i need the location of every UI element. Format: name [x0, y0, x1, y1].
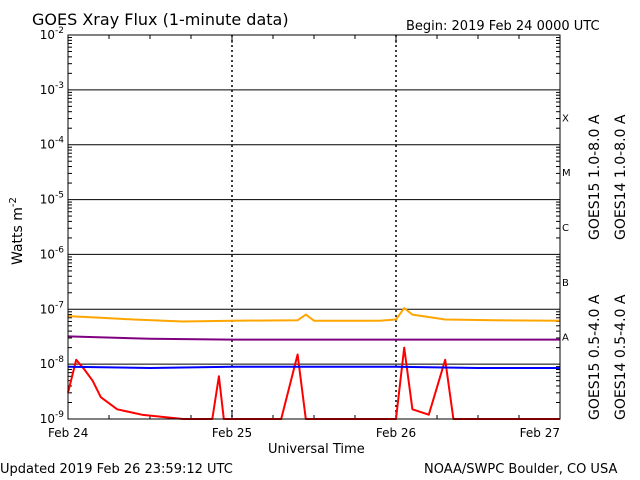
x-tick-label: Feb 27	[520, 426, 560, 440]
updated-text: Updated 2019 Feb 26 23:59:12 UTC	[0, 462, 233, 477]
legend-entry: GOES15 1.0-8.0 A	[587, 114, 603, 240]
y-axis-label-exponent: -2	[8, 197, 19, 207]
y-tick-base: 10	[40, 138, 55, 152]
legend-entry: GOES15 0.5-4.0 A	[587, 294, 603, 420]
flare-class-label: B	[562, 278, 569, 289]
y-tick-labels: 10-910-810-710-610-510-410-310-2	[40, 26, 65, 426]
flare-class-label: X	[562, 113, 569, 124]
legend: GOES15 1.0-8.0 A GOES14 1.0-8.0 A GOES15 0…	[587, 114, 629, 420]
grid-layer	[67, 35, 561, 419]
y-tick-exponent: -7	[55, 300, 64, 310]
series-line-1	[67, 307, 561, 323]
plot-frame	[67, 34, 561, 420]
y-tick-label: 10-3	[40, 81, 64, 97]
y-tick-base: 10	[40, 193, 55, 207]
flare-class-label: M	[562, 168, 571, 179]
series-layer	[67, 307, 561, 420]
x-tick-label: Feb 25	[212, 426, 252, 440]
y-tick-base: 10	[40, 302, 55, 316]
y-tick-label: 10-2	[40, 26, 64, 42]
y-tick-label: 10-6	[40, 245, 65, 261]
flare-class-label: C	[562, 223, 569, 234]
begin-label: Begin: 2019 Feb 24 0000 UTC	[406, 19, 600, 34]
y-tick-label: 10-7	[40, 300, 64, 316]
x-tick-labels: Feb 24 Feb 25 Feb 26 Feb 27	[48, 426, 560, 440]
y-tick-base: 10	[40, 28, 55, 42]
y-tick-exponent: -4	[55, 136, 64, 146]
y-tick-exponent: -3	[55, 81, 64, 91]
y-tick-base: 10	[40, 83, 55, 97]
x-tick-label: Feb 26	[376, 426, 416, 440]
y-axis-label-text: Watts m-2	[8, 197, 26, 265]
legend-entry: GOES14 0.5-4.0 A	[613, 294, 629, 420]
y-tick-base: 10	[40, 247, 55, 261]
y-tick-exponent: -8	[55, 355, 64, 365]
series-line-3	[67, 335, 560, 341]
series-line-0	[67, 346, 560, 420]
y-axis-label-main: Watts m	[10, 207, 26, 265]
x-tick-label: Feb 24	[48, 426, 88, 440]
y-axis-label: Watts m-2	[8, 197, 26, 265]
y-tick-exponent: -6	[55, 245, 64, 255]
y-tick-label: 10-9	[40, 410, 65, 426]
credit-text: NOAA/SWPC Boulder, CO USA	[424, 462, 617, 477]
flare-class-label: A	[562, 333, 569, 344]
flare-class-labels: A B C M X	[562, 113, 571, 343]
y-tick-base: 10	[40, 412, 55, 426]
y-tick-label: 10-5	[40, 191, 64, 207]
chart-title: GOES Xray Flux (1-minute data)	[32, 10, 289, 29]
x-axis-label: Universal Time	[268, 442, 365, 457]
y-tick-exponent: -5	[55, 191, 64, 201]
legend-entry: GOES14 1.0-8.0 A	[613, 114, 629, 240]
y-tick-exponent: -2	[55, 26, 64, 36]
y-tick-exponent: -9	[55, 410, 64, 420]
y-tick-base: 10	[40, 357, 55, 371]
series-line-2	[67, 365, 560, 369]
y-tick-label: 10-8	[40, 355, 65, 371]
y-tick-label: 10-4	[40, 136, 65, 152]
